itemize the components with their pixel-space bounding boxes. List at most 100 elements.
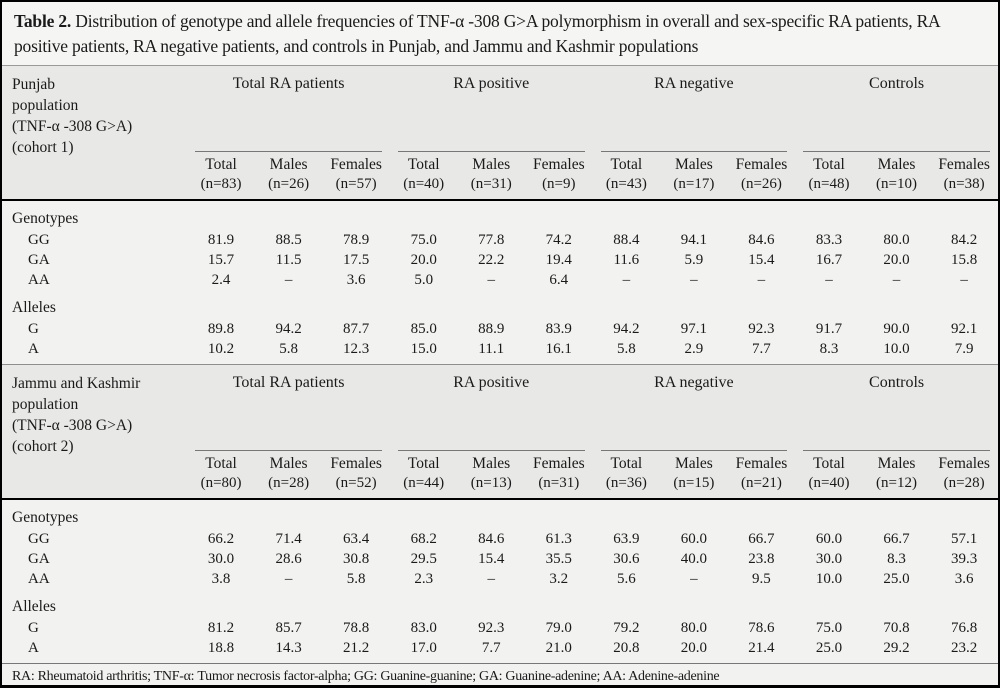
population-label-line: (cohort 1): [12, 139, 74, 156]
row-label: AA: [2, 569, 188, 589]
population-label-line: population: [12, 396, 79, 413]
column-subheader: Total (n=44): [389, 451, 458, 500]
column-subheader: Males (n=26): [254, 152, 323, 201]
column-subheader: Total (n=36): [592, 451, 661, 500]
column-subheader-label: Total: [407, 156, 440, 173]
column-subheader-n: (n=17): [673, 176, 715, 192]
value-cell: 89.8: [187, 319, 255, 339]
table-caption: Distribution of genotype and allele freq…: [14, 11, 940, 56]
value-cell: 21.0: [525, 638, 593, 663]
value-cell: 94.2: [592, 319, 661, 339]
value-cell: 20.0: [660, 638, 728, 663]
value-cell: 5.0: [389, 270, 458, 290]
value-cell: 19.4: [525, 250, 593, 270]
value-cell: 83.3: [795, 230, 863, 250]
row-label: GA: [2, 250, 188, 270]
row-label: G: [2, 618, 188, 638]
value-cell: 15.7: [187, 250, 255, 270]
table-title: Table 2. Distribution of genotype and al…: [2, 2, 998, 66]
value-cell: 84.6: [727, 230, 796, 250]
value-cell: 25.0: [795, 638, 863, 663]
table-row: AA 2.4–3.6 5.0–6.4– – – – – –: [2, 270, 998, 290]
value-cell: 7.7: [457, 638, 526, 663]
column-group-header: RA negative: [592, 364, 796, 451]
value-cell: 30.0: [187, 549, 255, 569]
table-row: GG 81.9 88.5 78.9 75.0 77.8 74.2 88.4 94.1 84.6 83…: [2, 230, 998, 250]
column-subheader-label: Females: [532, 156, 585, 173]
column-subheader-n: (n=52): [335, 475, 377, 491]
column-group-inner: Controls: [795, 365, 998, 451]
value-cell: 23.2: [930, 638, 998, 663]
value-cell: 84.6: [457, 529, 526, 549]
column-subheader: Females (n=57): [322, 152, 390, 201]
column-subheader-label: Total: [813, 156, 845, 173]
value-cell: –: [727, 270, 796, 290]
value-cell: 10.0: [862, 339, 931, 365]
column-subheader-n: (n=21): [740, 475, 782, 491]
value-cell: 85.0: [389, 319, 458, 339]
value-cell: 78.8: [322, 618, 390, 638]
column-subheader-label: Males: [269, 455, 308, 472]
value-cell: 92.1: [930, 319, 998, 339]
value-cell: 20.0: [862, 250, 931, 270]
column-subheader-label: Females: [532, 455, 585, 472]
column-group-rule: [600, 450, 788, 451]
value-cell: 5.8: [254, 339, 323, 365]
row-label: GA: [2, 549, 188, 569]
column-subheader-label: Males: [674, 156, 713, 173]
column-group-rule: [397, 450, 585, 451]
value-cell: 15.8: [930, 250, 998, 270]
column-group-inner: RA negative: [593, 365, 796, 451]
column-subheader: Females (n=21): [727, 451, 796, 500]
value-cell: 6.4: [525, 270, 593, 290]
column-group-inner: Total RA patients: [187, 66, 390, 152]
value-cell: 17.0: [389, 638, 458, 663]
table-row: A 10.2 5.8 12.3 15.0 11.1 16.1 5.8 2.9 7.7 8.3 10.0…: [2, 339, 998, 365]
value-cell: 28.6: [254, 549, 323, 569]
table-number: Table 2.: [14, 11, 72, 31]
table-footnote: RA: Rheumatoid arthritis; TNF-α: Tumor n…: [2, 663, 998, 685]
column-subheader-n: (n=28): [943, 475, 985, 491]
value-cell: 25.0: [862, 569, 931, 589]
value-cell: –: [660, 270, 728, 290]
column-subheader-label: Total: [610, 455, 643, 472]
table-row: A 18.8 14.3 21.2 17.0 7.7 21.0 20.8 20.0 21.4 25.0…: [2, 638, 998, 663]
value-cell: 3.8: [187, 569, 255, 589]
value-cell: 10.0: [795, 569, 863, 589]
row-group-header: Alleles: [2, 589, 998, 618]
population-label-line: Jammu and Kashmir: [12, 375, 141, 392]
column-subheader: Females (n=38): [930, 152, 998, 201]
column-group-rule: [195, 151, 382, 152]
value-cell: 87.7: [322, 319, 390, 339]
value-cell: 16.7: [795, 250, 863, 270]
column-group-rule: [600, 151, 788, 152]
column-group-rule: [803, 151, 990, 152]
column-subheader-n: (n=83): [200, 176, 242, 192]
column-subheader-label: Females: [938, 156, 990, 173]
population-label-line: (TNF-α -308 G>A): [12, 118, 133, 135]
column-group-title: Total RA patients: [232, 75, 345, 92]
value-cell: 84.2: [930, 230, 998, 250]
row-group-header-row: Alleles: [2, 290, 998, 319]
value-cell: –: [660, 569, 728, 589]
value-cell: 75.0: [795, 618, 863, 638]
value-cell: 29.2: [862, 638, 931, 663]
column-subheader-label: Males: [877, 455, 916, 472]
value-cell: 81.9: [187, 230, 255, 250]
value-cell: 78.9: [322, 230, 390, 250]
section-subheader-row: Total (n=83) Males (n=26) Females (n=57) Total…: [2, 152, 998, 201]
value-cell: 40.0: [660, 549, 728, 569]
column-subheader: Total (n=48): [795, 152, 863, 201]
population-label: Jammu and Kashmir population (TNF-α -308 G…: [2, 364, 188, 500]
value-cell: 11.1: [457, 339, 526, 365]
value-cell: 5.6: [592, 569, 661, 589]
column-subheader-label: Males: [472, 455, 511, 472]
value-cell: 17.5: [322, 250, 390, 270]
value-cell: 15.4: [727, 250, 796, 270]
column-subheader-label: Females: [938, 455, 990, 472]
table-row: GG 66.2 71.4 63.4 68.2 84.6 61.3 63.9 60.0 66.7 60…: [2, 529, 998, 549]
row-label: A: [2, 339, 188, 365]
column-group-title: Controls: [869, 75, 925, 92]
column-subheader-n: (n=26): [740, 176, 782, 192]
row-group-header-row: Alleles: [2, 589, 998, 618]
